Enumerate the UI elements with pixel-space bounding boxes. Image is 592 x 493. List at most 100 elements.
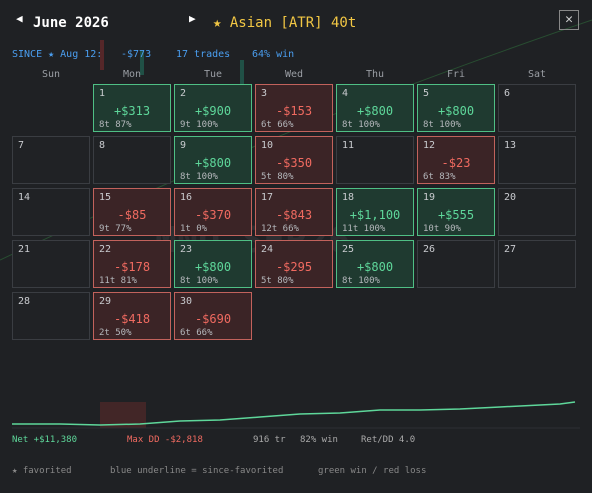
day-stats: 9t 100%	[180, 120, 218, 130]
day-stats: 5t 80%	[261, 276, 294, 286]
day-number: 25	[342, 244, 355, 255]
day-cell[interactable]: 14	[12, 188, 90, 236]
day-stats: 5t 80%	[261, 172, 294, 182]
prev-button[interactable]: ◀	[16, 12, 23, 25]
day-cell[interactable]: 25 +$800 8t 100%	[336, 240, 414, 288]
day-stats: 1t 0%	[180, 224, 208, 234]
day-number: 4	[342, 88, 349, 99]
day-number: 23	[180, 244, 193, 255]
since-pnl: -$773	[121, 49, 152, 60]
day-number: 11	[342, 140, 355, 151]
day-number: 14	[18, 192, 31, 203]
weekday-label: Wed	[284, 69, 304, 80]
day-number: 1	[99, 88, 106, 99]
day-cell[interactable]: 15 -$85 9t 77%	[93, 188, 171, 236]
day-cell[interactable]: 27	[498, 240, 576, 288]
day-cell[interactable]: 29 -$418 2t 50%	[93, 292, 171, 340]
close-button[interactable]: ✕	[559, 10, 579, 30]
weekday-label: Thu	[365, 69, 385, 80]
ret-dd: Ret/DD 4.0	[361, 435, 416, 445]
day-number: 26	[423, 244, 436, 255]
day-number: 7	[18, 140, 25, 151]
day-pnl: +$800	[356, 260, 394, 274]
day-stats: 12t 66%	[261, 224, 299, 234]
day-pnl: -$350	[275, 156, 313, 170]
weekday-label: Sun	[41, 69, 61, 80]
day-cell[interactable]: 10 -$350 5t 80%	[255, 136, 333, 184]
day-stats: 8t 100%	[180, 276, 218, 286]
day-number: 28	[18, 296, 31, 307]
day-number: 19	[423, 192, 436, 203]
day-stats: 11t 100%	[342, 224, 386, 234]
since-win: 64% win	[252, 49, 295, 60]
day-cell[interactable]: 4 +$800 8t 100%	[336, 84, 414, 132]
day-cell[interactable]: 18 +$1,100 11t 100%	[336, 188, 414, 236]
day-number: 27	[504, 244, 517, 255]
day-number: 30	[180, 296, 193, 307]
net: Net +$11,380	[12, 435, 78, 445]
day-pnl: -$153	[275, 104, 313, 118]
day-cell[interactable]: 8	[93, 136, 171, 184]
day-cell[interactable]: 9 +$800 8t 100%	[174, 136, 252, 184]
day-number: 22	[99, 244, 112, 255]
day-cell[interactable]: 20	[498, 188, 576, 236]
day-pnl: +$900	[194, 104, 232, 118]
day-number: 18	[342, 192, 355, 203]
day-number: 8	[99, 140, 106, 151]
day-pnl: -$418	[113, 312, 151, 326]
day-cell[interactable]: 7	[12, 136, 90, 184]
day-cell[interactable]: 6	[498, 84, 576, 132]
day-cell[interactable]: 11	[336, 136, 414, 184]
weekday-label: Fri	[446, 69, 466, 80]
day-pnl: -$843	[275, 208, 313, 222]
max-dd: Max DD -$2,818	[127, 435, 203, 445]
day-stats: 8t 87%	[99, 120, 132, 130]
day-stats: 8t 100%	[180, 172, 218, 182]
day-cell[interactable]: 26	[417, 240, 495, 288]
day-stats: 6t 66%	[261, 120, 294, 130]
day-cell[interactable]: 13	[498, 136, 576, 184]
day-stats: 8t 100%	[342, 276, 380, 286]
day-cell[interactable]: 22 -$178 11t 81%	[93, 240, 171, 288]
day-stats: 10t 90%	[423, 224, 461, 234]
day-number: 17	[261, 192, 274, 203]
day-number: 29	[99, 296, 112, 307]
day-cell[interactable]: 28	[12, 292, 90, 340]
day-number: 5	[423, 88, 430, 99]
day-pnl: +$800	[356, 104, 394, 118]
day-stats: 6t 83%	[423, 172, 456, 182]
day-number: 2	[180, 88, 187, 99]
weekday-label: Tue	[203, 69, 223, 80]
day-pnl: -$690	[194, 312, 232, 326]
day-cell[interactable]: 5 +$800 8t 100%	[417, 84, 495, 132]
day-cell[interactable]: 24 -$295 5t 80%	[255, 240, 333, 288]
next-button[interactable]: ▶	[189, 12, 196, 25]
day-cell[interactable]: 3 -$153 6t 66%	[255, 84, 333, 132]
day-cell[interactable]: 17 -$843 12t 66%	[255, 188, 333, 236]
day-stats: 6t 66%	[180, 328, 213, 338]
legend-underline: blue underline = since-favorited	[110, 466, 284, 476]
day-number: 9	[180, 140, 187, 151]
day-cell[interactable]: 2 +$900 9t 100%	[174, 84, 252, 132]
day-cell[interactable]: 1 +$313 8t 87%	[93, 84, 171, 132]
total-trades: 916 tr	[253, 435, 286, 445]
day-number: 15	[99, 192, 112, 203]
day-cell[interactable]: 12 -$23 6t 83%	[417, 136, 495, 184]
day-stats: 9t 77%	[99, 224, 132, 234]
day-cell[interactable]: 30 -$690 6t 66%	[174, 292, 252, 340]
day-pnl: +$1,100	[349, 208, 401, 222]
day-pnl: -$23	[441, 156, 471, 170]
day-cell[interactable]: 16 -$370 1t 0%	[174, 188, 252, 236]
day-number: 3	[261, 88, 268, 99]
day-number: 13	[504, 140, 517, 151]
since-label: SINCE ★ Aug 12:	[12, 49, 103, 60]
day-number: 12	[423, 140, 436, 151]
legend-favorited: ★ favorited	[12, 466, 72, 476]
day-pnl: +$800	[437, 104, 475, 118]
day-cell[interactable]: 21	[12, 240, 90, 288]
total-win: 82% win	[300, 435, 338, 445]
day-cell[interactable]: 19 +$555 10t 90%	[417, 188, 495, 236]
day-number: 20	[504, 192, 517, 203]
day-cell[interactable]: 23 +$800 8t 100%	[174, 240, 252, 288]
